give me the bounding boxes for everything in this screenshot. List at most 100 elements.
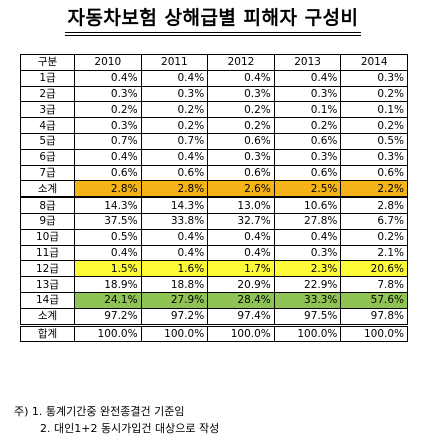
value-cell: 0.3% [74,85,142,103]
value-cell: 18.8% [140,276,209,293]
row-label: 9급 [20,212,75,230]
value-cell: 0.5% [340,132,408,150]
value-cell: 2.5% [273,180,342,198]
value-cell: 97.2% [74,307,142,326]
header-cell: 2011 [140,54,209,71]
value-cell: 0.1% [340,101,408,119]
value-cell: 0.4% [74,69,142,87]
value-cell: 2.8% [74,180,142,198]
value-cell: 0.6% [340,164,408,182]
value-cell: 100.0% [74,323,142,343]
table-row: 12급 1.5% 1.6% 1.7% 2.3% 20.6% [20,260,408,278]
table-row: 14급 24.1% 27.9% 28.4% 33.3% 57.6% [20,291,408,309]
value-cell: 100.0% [340,323,408,343]
value-cell: 0.7% [140,132,209,150]
value-cell: 1.5% [74,260,142,278]
row-label: 소계 [20,307,75,326]
value-cell: 33.3% [273,291,342,309]
header-cell: 2014 [340,54,408,71]
value-cell: 0.7% [74,132,142,150]
value-cell: 0.6% [207,132,275,150]
row-label: 11급 [20,244,75,262]
header-cell: 2013 [273,54,342,71]
value-cell: 0.4% [207,244,275,262]
value-cell: 0.3% [207,148,275,166]
value-cell: 24.1% [74,291,142,309]
value-cell: 2.2% [340,180,408,198]
value-cell: 20.6% [340,260,408,278]
value-cell: 37.5% [74,212,142,230]
table-row: 소계 2.8% 2.8% 2.6% 2.5% 2.2% [20,180,408,198]
value-cell: 2.1% [340,244,408,262]
footnote-1: 주) 1. 통계기간중 완전종결건 기준임 [14,405,185,418]
table-row: 10급 0.5% 0.4% 0.4% 0.4% 0.2% [20,228,408,246]
value-cell: 0.2% [207,117,275,134]
table-row: 5급 0.7% 0.7% 0.6% 0.6% 0.5% [20,132,408,150]
value-cell: 10.6% [273,196,342,214]
value-cell: 2.8% [140,180,209,198]
row-label: 3급 [20,101,75,119]
value-cell: 57.6% [340,291,408,309]
row-label: 10급 [20,228,75,246]
row-label: 합계 [20,323,75,343]
header-cell: 2010 [74,54,142,71]
value-cell: 20.9% [207,276,275,293]
value-cell: 0.2% [340,228,408,246]
table-header-row: 구분 2010 2011 2012 2013 2014 [20,54,408,71]
value-cell: 0.2% [340,117,408,134]
value-cell: 97.8% [340,307,408,326]
value-cell: 0.3% [273,244,342,262]
row-label: 1급 [20,69,75,87]
value-cell: 0.6% [273,164,342,182]
value-cell: 0.2% [207,101,275,119]
value-cell: 27.8% [273,212,342,230]
value-cell: 0.6% [140,164,209,182]
value-cell: 14.3% [140,196,209,214]
value-cell: 2.3% [273,260,342,278]
value-cell: 0.6% [207,164,275,182]
value-cell: 33.8% [140,212,209,230]
header-cell: 구분 [20,54,75,71]
value-cell: 0.3% [140,85,209,103]
value-cell: 2.8% [340,196,408,214]
value-cell: 100.0% [140,323,209,343]
table-row: 8급 14.3% 14.3% 13.0% 10.6% 2.8% [20,196,408,214]
value-cell: 0.4% [273,228,342,246]
value-cell: 0.2% [273,117,342,134]
value-cell: 1.7% [207,260,275,278]
value-cell: 22.9% [273,276,342,293]
page-title: 자동차보험 상해급별 피해자 구성비 [65,6,361,36]
row-label: 13급 [20,276,75,293]
value-cell: 28.4% [207,291,275,309]
row-label: 6급 [20,148,75,166]
value-cell: 32.7% [207,212,275,230]
value-cell: 97.2% [140,307,209,326]
row-label: 12급 [20,260,75,278]
table-row: 11급 0.4% 0.4% 0.4% 0.3% 2.1% [20,244,408,262]
value-cell: 0.2% [140,117,209,134]
value-cell: 0.4% [273,69,342,87]
value-cell: 2.6% [207,180,275,198]
value-cell: 0.1% [273,101,342,119]
table-row: 9급 37.5% 33.8% 32.7% 27.8% 6.7% [20,212,408,230]
row-label: 4급 [20,117,75,134]
table-row: 1급 0.4% 0.4% 0.4% 0.4% 0.3% [20,69,408,87]
title-container: 자동차보험 상해급별 피해자 구성비 [0,6,426,36]
value-cell: 7.8% [340,276,408,293]
value-cell: 27.9% [140,291,209,309]
table-row: 6급 0.4% 0.4% 0.3% 0.3% 0.3% [20,148,408,166]
value-cell: 0.4% [74,148,142,166]
table-row: 3급 0.2% 0.2% 0.2% 0.1% 0.1% [20,101,408,119]
footnote-2: 2. 대인1+2 동시가입건 대상으로 작성 [40,422,220,435]
value-cell: 1.6% [140,260,209,278]
table-row: 합계 100.0% 100.0% 100.0% 100.0% 100.0% [20,323,408,343]
table-body: 구분 2010 2011 2012 2013 2014 1급 0.4% 0.4% 0.… [20,54,408,343]
value-cell: 0.4% [140,69,209,87]
value-cell: 0.2% [340,85,408,103]
value-cell: 0.3% [74,117,142,134]
table-row: 소계 97.2% 97.2% 97.4% 97.5% 97.8% [20,307,408,326]
value-cell: 0.2% [140,101,209,119]
value-cell: 0.3% [207,85,275,103]
row-label: 7급 [20,164,75,182]
value-cell: 0.6% [74,164,142,182]
